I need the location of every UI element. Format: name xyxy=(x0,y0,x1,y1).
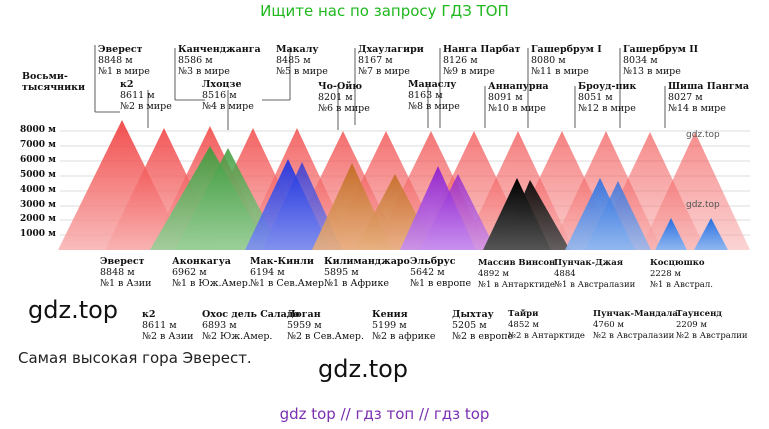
watermark-chart-mid: gdz.top xyxy=(686,200,720,210)
mountain-logan xyxy=(262,162,342,250)
top-label-cho-oyu: Чо-Ойю 8201 м №6 в мире xyxy=(318,81,370,114)
bottom-label-kosciuszko: Косцюшко 2228 м №1 в Австрал. xyxy=(650,258,713,290)
top-label-dhaulagiri: Дхаулагири 8167 м №7 в мире xyxy=(358,44,424,77)
mountain-dykh-tau xyxy=(420,174,496,250)
top-label-nanga-parbat: Нанга Парбат 8126 м №9 в мире xyxy=(443,44,521,77)
top-label-manaslu: Манаслу 8163 м №8 в мире xyxy=(408,79,460,112)
top-label-lhotse: Лхоцзе 8516 м №4 в мире xyxy=(202,79,254,112)
y-label-7000: 7000 м xyxy=(20,140,56,150)
y-label-5000: 5000 м xyxy=(20,170,56,180)
bottom-label-kenya: Кения 5199 м №2 в африке xyxy=(372,309,436,342)
bottom-label-puncak-jaya: Пунчак-Джая 4884 №1 в Австралазии xyxy=(554,258,636,290)
bottom-label-k2: к2 8611 м №2 в Азии xyxy=(142,309,194,342)
y-label-2000: 2000 м xyxy=(20,214,56,224)
mountain-puncak-mandala xyxy=(585,181,651,250)
bottom-label-logan: Логан 5959 м №2 в Сев.Амер. xyxy=(287,309,364,342)
top-label-k2: к2 8611 м №2 в мире xyxy=(120,79,172,112)
bottom-label-ojos-del-salado: Охос дель Саладо 6893 м №2 Юж.Амер. xyxy=(202,309,300,342)
leader-lines xyxy=(94,45,666,130)
bottom-label-everest: Эверест 8848 м №1 в Азии xyxy=(100,256,152,289)
top-label-everest: Эверест 8848 м №1 в мире xyxy=(98,44,150,77)
mountain-kosciuszko xyxy=(655,218,687,250)
mountain-tyree xyxy=(500,180,570,250)
y-label-4000: 4000 м xyxy=(20,185,56,195)
top-label-gasherbrum-2: Гашербрум II 8034 м №13 в мире xyxy=(623,44,699,77)
page-header: Ищите нас по запросу ГДЗ ТОП xyxy=(260,2,509,20)
y-label-8000: 8000 м xyxy=(20,125,56,135)
bottom-label-aconcagua: Аконкагуа 6962 м №1 в Юж.Амер. xyxy=(172,256,251,289)
bottom-label-townsend: Таунсенд 2209 м №2 в Австралии xyxy=(676,309,748,341)
watermark-center: gdz.top xyxy=(318,355,409,383)
bottom-label-vinson: Массив Винсон 4892 м №1 в Антарктиде xyxy=(478,258,556,290)
left-caption: Восьми- тысячники xyxy=(22,71,86,93)
top-label-kangchenjunga: Канченджанга 8586 м №3 в мире xyxy=(178,44,261,77)
mountain-townsend xyxy=(694,218,728,250)
bottom-label-tyree: Тайри 4852 м №2 в Антарктиде xyxy=(508,309,585,341)
bottom-label-puncak-mandala: Пунчак-Мандала 4760 м №2 в Австралазии xyxy=(593,309,678,341)
continent-peaks xyxy=(150,146,728,250)
bottom-label-mckinley: Мак-Кинли 6194 м №1 в Сев.Амер. xyxy=(250,256,327,289)
caption: Самая высокая гора Эверест. xyxy=(18,349,252,367)
bottom-label-dykh-tau: Дыхтау 5205 м №2 в европе xyxy=(452,309,514,342)
y-label-3000: 3000 м xyxy=(20,200,56,210)
watermark-chart-top: gdz.top xyxy=(686,130,720,140)
top-label-gasherbrum-1: Гашербрум I 8080 м №11 в мире xyxy=(531,44,602,77)
top-label-broad-peak: Броуд-пик 8051 м №12 в мире xyxy=(578,81,637,114)
bottom-label-kilimanjaro: Килиманджаро 5895 м №1 в Африке xyxy=(324,256,410,289)
top-label-annapurna: Аннапурна 8091 м №10 в мире xyxy=(488,81,549,114)
bottom-label-elbrus: Эльбрус 5642 м №1 в европе xyxy=(410,256,472,289)
y-label-1000: 1000 м xyxy=(20,229,56,239)
watermark-left: gdz.top xyxy=(28,296,119,324)
top-label-makalu: Макалу 8485 м №5 в мире xyxy=(276,44,328,77)
top-label-shishapangma: Шиша Пангма 8027 м №14 в мире xyxy=(668,81,750,114)
footer-links[interactable]: gdz top // гдз топ // гдз top xyxy=(279,405,490,423)
y-label-6000: 6000 м xyxy=(20,155,56,165)
mountain-ojos-del-salado xyxy=(175,148,281,250)
mountain-shishapangma xyxy=(640,132,750,250)
